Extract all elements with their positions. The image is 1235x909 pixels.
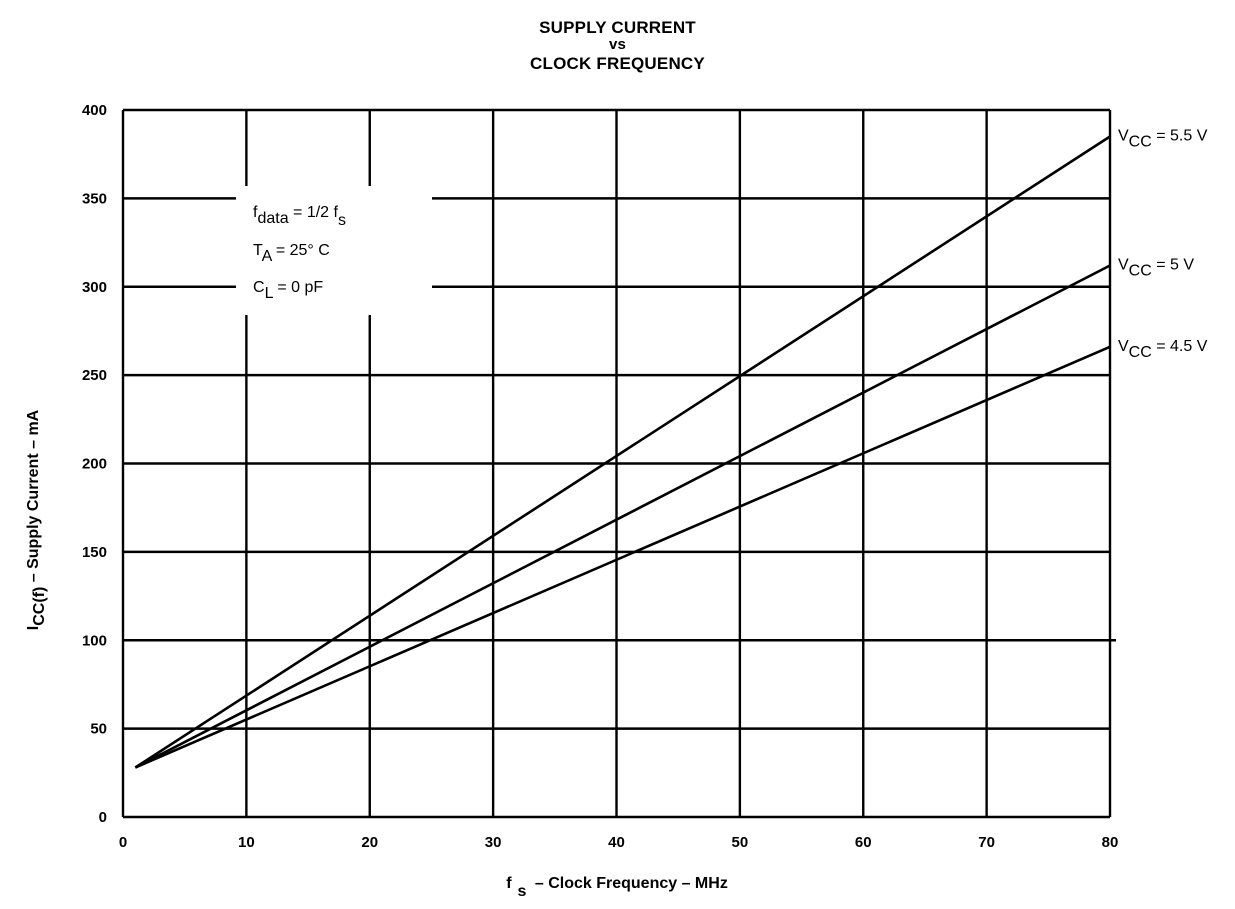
x-tick-label-70: 70 [978,834,995,851]
annotation-line-1: fdata = 1/2 fs [253,204,346,229]
x-tick-label-80: 80 [1102,834,1119,851]
y-tick-label-250: 250 [82,367,107,384]
y-tick-label-300: 300 [82,279,107,296]
axis-layer [121,108,1112,819]
grid-layer [123,110,1116,817]
annotation-line-2: TA = 25° C [253,242,330,265]
series-line-0 [134,135,1111,769]
y-tick-label-100: 100 [82,632,107,649]
x-tick-label-30: 30 [485,834,502,851]
y-tick-label-400: 400 [82,102,107,119]
annotation-line-3: CL = 0 pF [253,279,323,302]
chart-title-line-1: SUPPLY CURRENT [539,18,696,37]
x-tick-label-0: 0 [119,834,127,851]
y-tick-label-200: 200 [82,456,107,473]
label-layer: 0 10 20 30 40 50 60 70 80 0 50 100 150 200 250 300 350 40… [25,102,1208,900]
series-layer [134,135,1111,769]
x-tick-label-50: 50 [732,834,749,851]
y-tick-label-150: 150 [82,544,107,561]
chart-title-line-3: CLOCK FREQUENCY [530,54,705,73]
y-axis-title: ICC(f) – Supply Current – mA [25,409,48,630]
y-tick-label-0: 0 [99,809,107,826]
y-tick-label-50: 50 [90,721,107,738]
x-tick-label-60: 60 [855,834,872,851]
series-line-1 [134,264,1111,769]
x-tick-label-10: 10 [238,834,255,851]
x-tick-label-40: 40 [608,834,625,851]
series-line-2 [134,345,1111,769]
chart-title-line-2: vs [608,36,627,53]
y-tick-label-350: 350 [82,190,107,207]
series-label-2: VCC = 4.5 V [1118,338,1208,361]
x-tick-label-20: 20 [361,834,378,851]
series-label-0: VCC = 5.5 V [1118,128,1208,151]
series-label-1: VCC = 5 V [1118,257,1194,280]
